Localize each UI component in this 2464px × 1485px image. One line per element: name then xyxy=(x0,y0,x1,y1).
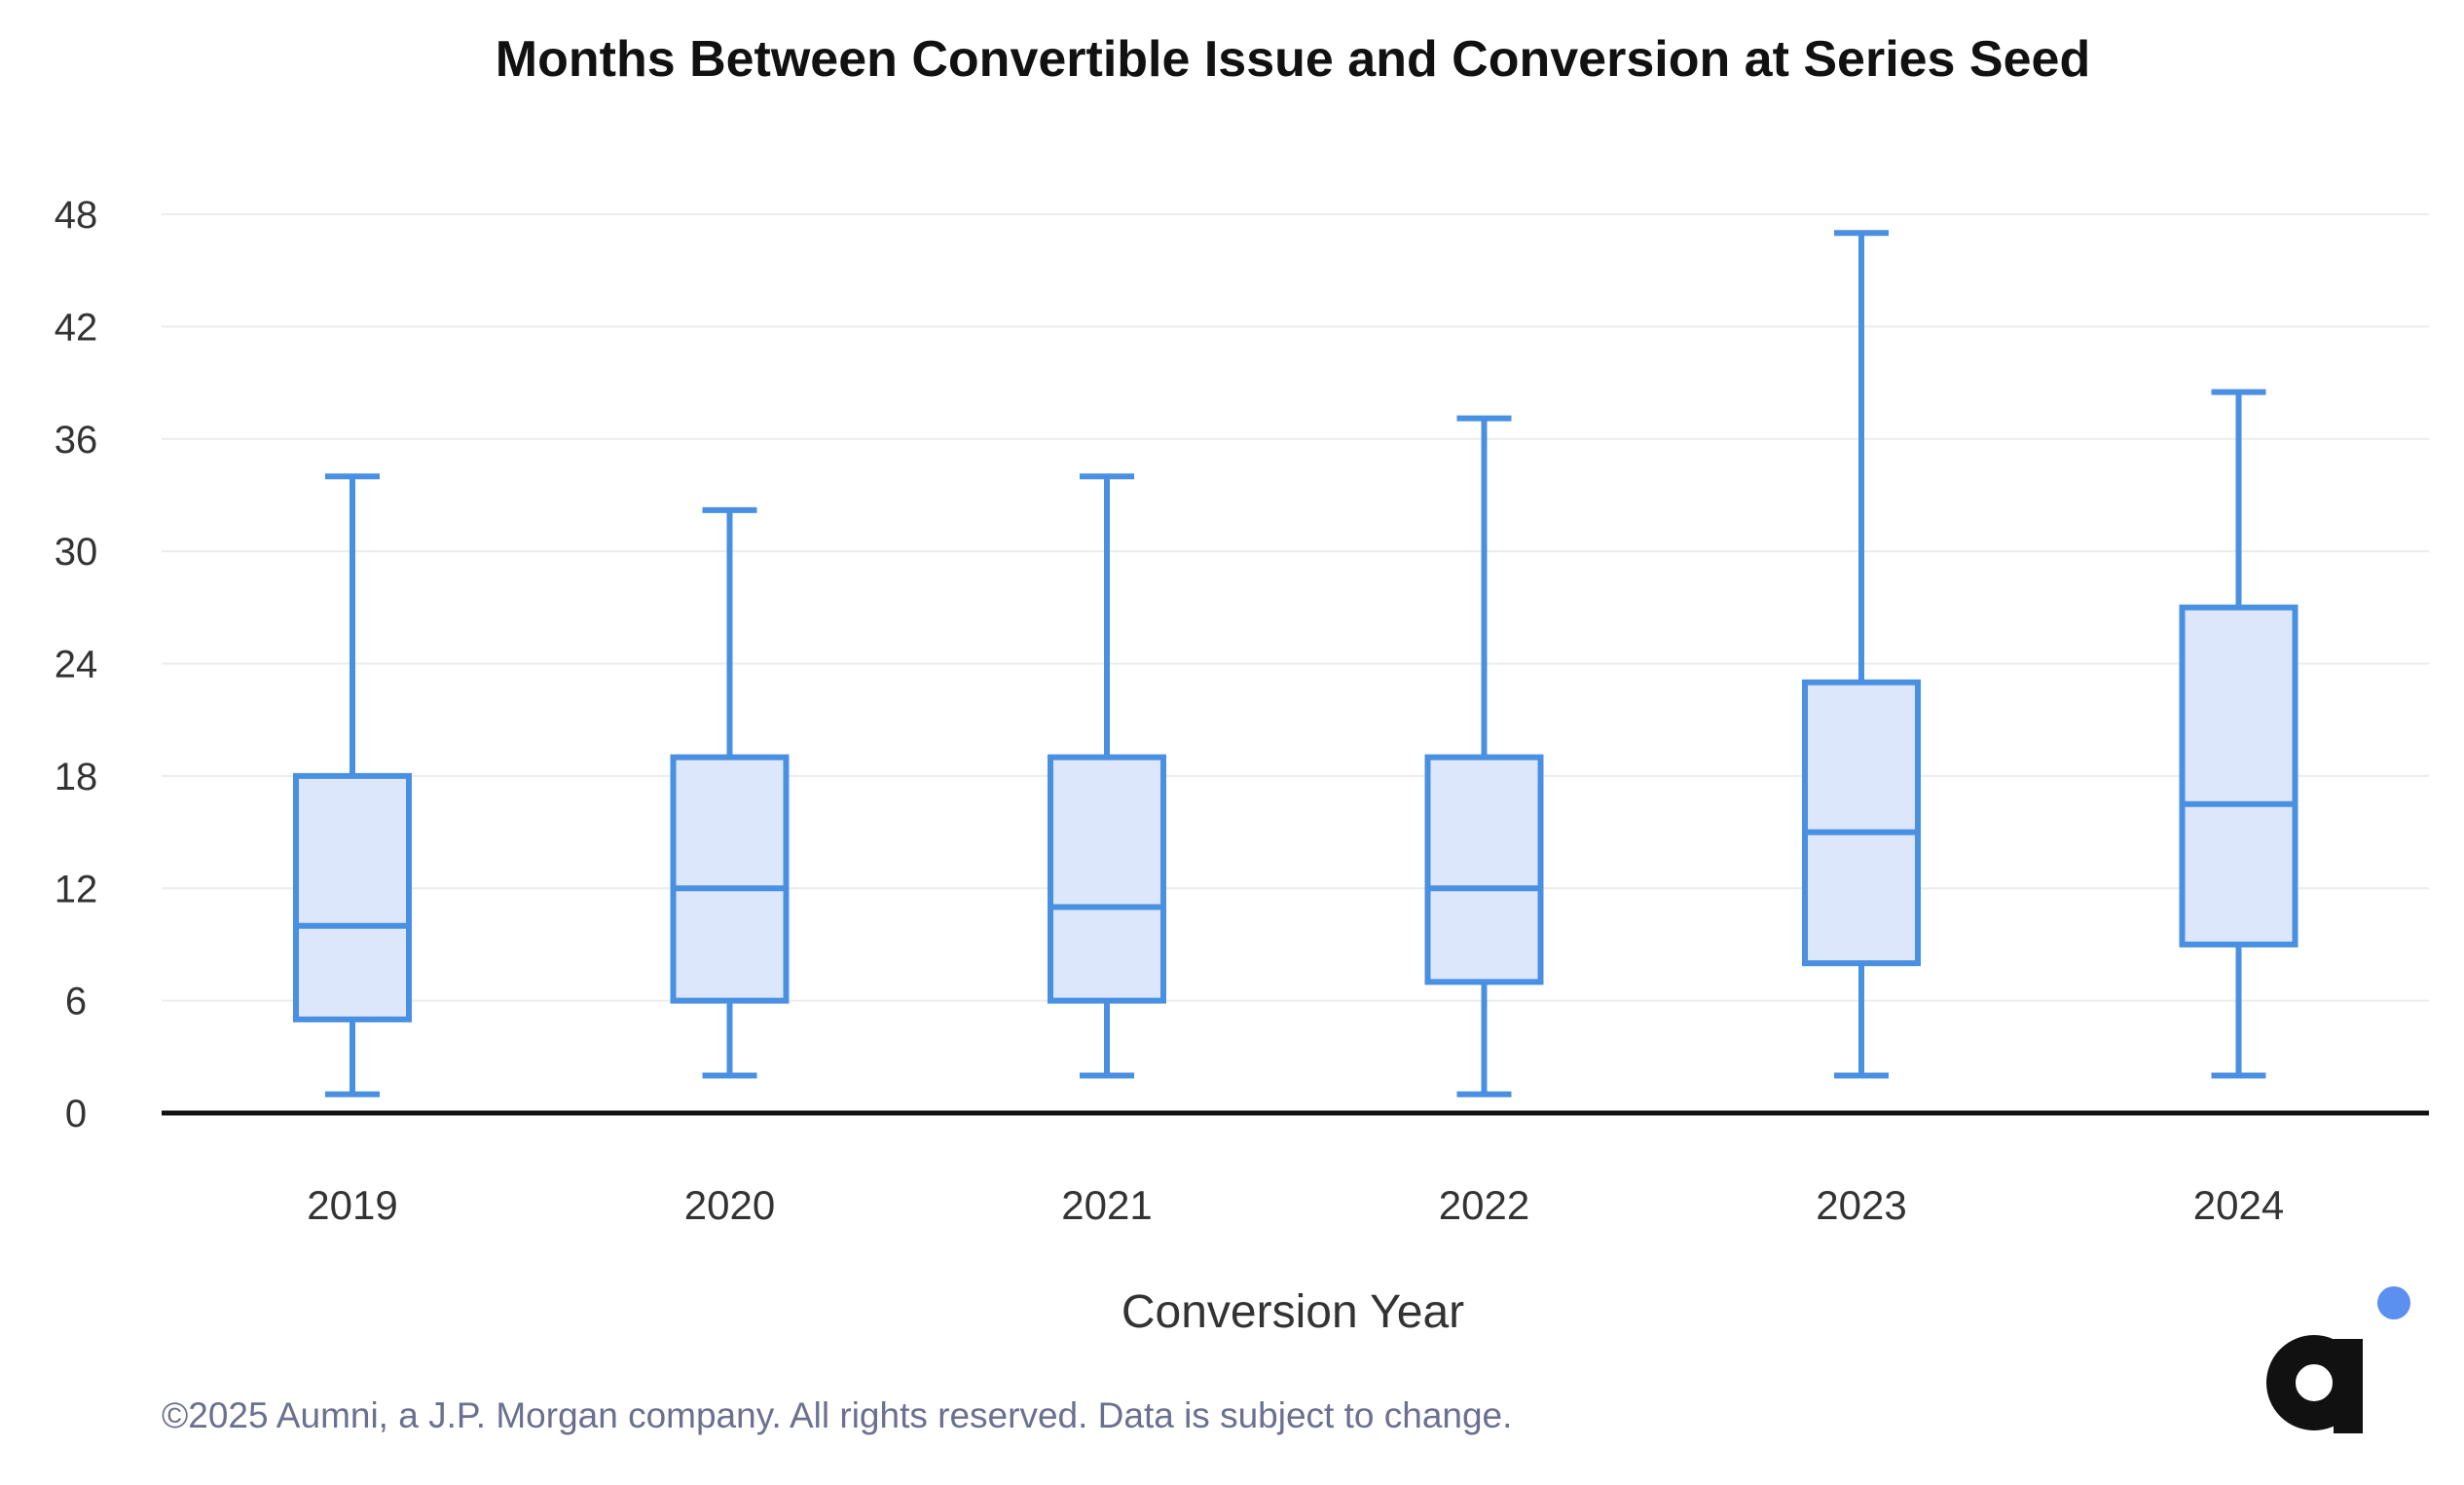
iqr-box xyxy=(1802,679,1921,967)
y-tick-label: 48 xyxy=(55,194,98,237)
box-2024 xyxy=(2179,389,2299,1079)
iqr-box xyxy=(1424,754,1544,985)
logo-dot xyxy=(2377,1286,2410,1319)
y-tick-label: 42 xyxy=(55,306,98,349)
iqr-box xyxy=(293,772,412,1022)
aumni-logo-icon xyxy=(2266,1286,2410,1433)
iqr-box xyxy=(670,754,790,1004)
x-tick-label: 2022 xyxy=(1439,1182,1529,1228)
y-tick-label: 24 xyxy=(55,644,98,687)
y-axis-ticks: 0 6 12 18 24 30 36 42 48 xyxy=(55,194,98,1135)
box-series xyxy=(293,230,2299,1097)
iqr-box xyxy=(2179,604,2299,947)
box-2021 xyxy=(1048,473,1166,1079)
box-2023 xyxy=(1802,230,1921,1079)
y-tick-label: 6 xyxy=(65,981,87,1023)
box-2022 xyxy=(1424,415,1544,1097)
box-2019 xyxy=(293,473,412,1097)
x-tick-label: 2023 xyxy=(1816,1182,1906,1228)
copyright-footer: ©2025 Aumni, a J.P. Morgan company. All … xyxy=(162,1395,1512,1435)
y-tick-label: 36 xyxy=(55,419,98,462)
x-tick-label: 2021 xyxy=(1061,1182,1152,1228)
logo-letter-stem xyxy=(2334,1339,2363,1433)
x-tick-label: 2020 xyxy=(684,1182,775,1228)
x-tick-label: 2019 xyxy=(307,1182,397,1228)
grid-lines xyxy=(162,213,2429,1002)
x-axis-label: Conversion Year xyxy=(1122,1286,1464,1338)
y-tick-label: 12 xyxy=(55,868,98,910)
x-axis-ticks: 2019 2020 2021 2022 2023 2024 xyxy=(307,1182,2284,1228)
chart-title: Months Between Convertible Issue and Con… xyxy=(496,31,2090,88)
y-tick-label: 18 xyxy=(55,756,98,798)
y-tick-label: 0 xyxy=(65,1093,87,1135)
x-tick-label: 2024 xyxy=(2193,1182,2284,1228)
y-tick-label: 30 xyxy=(55,531,98,574)
box-2020 xyxy=(670,506,790,1079)
iqr-box xyxy=(1048,754,1166,1004)
